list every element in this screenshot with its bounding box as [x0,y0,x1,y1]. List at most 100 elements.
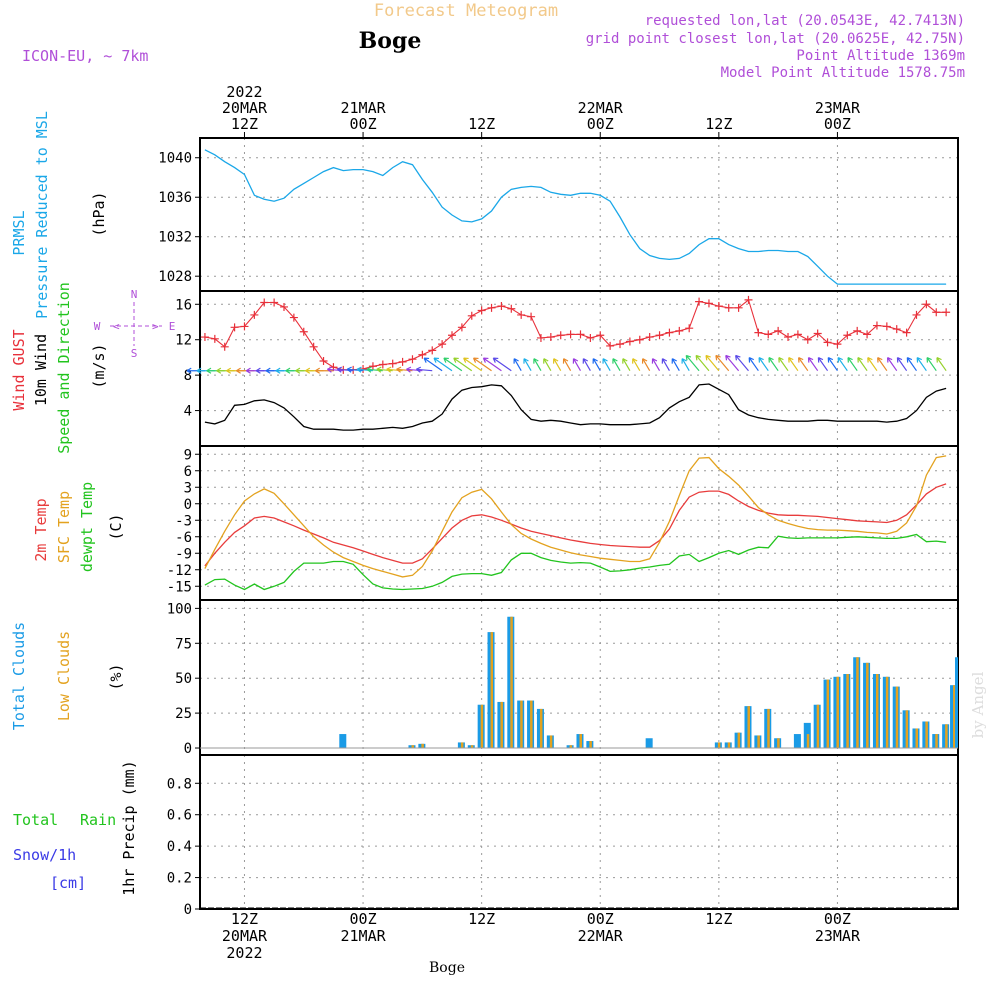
total-cloud-bar-14 [339,734,346,748]
low-cloud-bar-64 [836,677,839,748]
ytick-label-precipitation-4: 0.8 [167,776,192,792]
gust-marker-70 [893,325,901,333]
bottom-tick-label-2-0: 12Z [468,910,495,928]
wind-arrow-25 [434,358,452,371]
ytick-label-temperature-2: -9 [175,546,192,562]
wind-arrow-60 [789,358,798,371]
gust-marker-56 [754,329,762,337]
rain-label: Rain [80,811,116,829]
ytick-label-pressure-3: 1040 [158,151,192,167]
gust-marker-46 [656,331,664,339]
low-cloud-bar-58 [777,738,780,748]
gust-marker-37 [567,330,575,338]
panel-frame-temperature [200,446,958,600]
wind-arrow-75 [937,358,946,371]
wind-arrow-55 [736,355,749,370]
low-cloud-bar-70 [896,687,899,748]
low-cloud-bar-30 [500,702,503,748]
bottom-tick-label-4-0: 12Z [705,910,732,928]
low-cloud-bar-38 [579,734,582,748]
gust-marker-10 [300,328,308,336]
gust-marker-28 [478,306,486,314]
wind-arrow-29 [474,358,492,371]
ytick-label-pressure-0: 1028 [158,269,192,285]
wind-arrow-38 [573,359,580,371]
top-tick-label-1-1: 00Z [350,115,377,133]
low-cloud-bar-61 [807,734,810,748]
low-cloud-bar-73 [925,721,928,748]
low-cloud-bar-56 [757,735,760,748]
gust-marker-43 [626,337,634,345]
gust-marker-19 [389,360,397,368]
wind-arrow-33 [524,359,531,371]
sfc-temp-label: SFC Temp [55,491,73,563]
gust-marker-7 [270,299,278,307]
wind-arrow-49 [682,359,689,371]
ytick-label-clouds-3: 75 [175,636,192,652]
low-cloud-bar-67 [866,663,869,748]
dewpt-line [205,535,946,590]
top-tick-label-4-0: 12Z [705,115,732,133]
wind-arrow-61 [799,358,808,371]
gust-marker-53 [725,304,733,312]
low-cloud-bar-52 [718,742,721,748]
low-cloud-bar-29 [491,632,494,748]
compass-e: E [169,320,176,333]
bottom-tick-label-0-0: 12Z [231,910,258,928]
total-cloud-bar-end [955,657,958,748]
bottom-tick-label-0-2: 2022 [226,944,262,962]
low-cloud-bar-69 [886,677,889,748]
gust-marker-50 [695,298,703,306]
panels: 1028103210361040481216-15-12-9-6-3036902… [158,138,958,918]
ytick-label-wind-0: 4 [184,404,192,420]
wind-arrow-48 [672,359,679,371]
compass-s: S [131,347,138,360]
ytick-label-precipitation-1: 0.2 [167,871,192,887]
low-cloud-bar-68 [876,674,879,748]
gust-marker-42 [616,340,624,348]
gust-marker-66 [853,327,861,335]
ytick-label-temperature-6: 3 [184,480,192,496]
wind-arrow-24 [424,358,442,371]
low-clouds-label: Low Clouds [55,631,73,721]
wind-arrow-69 [878,358,887,371]
wind-arrow-58 [769,358,778,371]
gust-marker-34 [537,334,545,342]
wind-arrow-54 [726,355,739,370]
compass-n: N [131,288,138,301]
wind-arrow-68 [868,358,877,371]
wind-arrow-66 [848,358,857,371]
wind-arrow-70 [888,358,897,371]
ytick-label-wind-2: 12 [175,333,192,349]
wind-arrow-63 [818,358,827,371]
gust-marker-29 [488,304,496,312]
ytick-label-precipitation-0: 0 [184,902,192,918]
bottom-tick-label-1-0: 00Z [350,910,377,928]
wind-arrow-62 [808,358,817,371]
wind-label: 10m Wind [32,334,50,406]
low-cloud-bar-32 [520,701,523,748]
ytick-label-precipitation-3: 0.6 [167,808,192,824]
ytick-label-precipitation-2: 0.4 [167,839,192,855]
top-tick-label-2-0: 12Z [468,115,495,133]
pressure-line [205,150,946,284]
gust-marker-23 [428,346,436,354]
wind-arrow-52 [706,355,719,370]
wind-arrow-43 [623,359,630,371]
ytick-label-temperature-3: -6 [175,530,192,546]
wind-arrow-35 [544,359,551,371]
wind-arrow-28 [464,358,482,371]
snow-label: Snow/1h [13,846,76,864]
gust-marker-30 [497,302,505,310]
wind-arrow-74 [927,358,936,371]
low-cloud-bar-63 [827,680,830,748]
total-clouds-label: Total Clouds [10,622,28,730]
ytick-label-temperature-4: -3 [175,513,192,529]
wind-arrow-32 [514,359,521,371]
wind-arrow-41 [603,359,610,371]
temp-unit: (C) [107,513,125,540]
wind-arrow-37 [564,359,571,371]
